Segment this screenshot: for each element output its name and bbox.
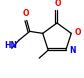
Text: O: O: [54, 0, 61, 7]
Text: O: O: [23, 9, 29, 18]
Text: HN: HN: [5, 41, 18, 50]
Text: O: O: [75, 28, 81, 37]
Text: N: N: [69, 46, 76, 55]
